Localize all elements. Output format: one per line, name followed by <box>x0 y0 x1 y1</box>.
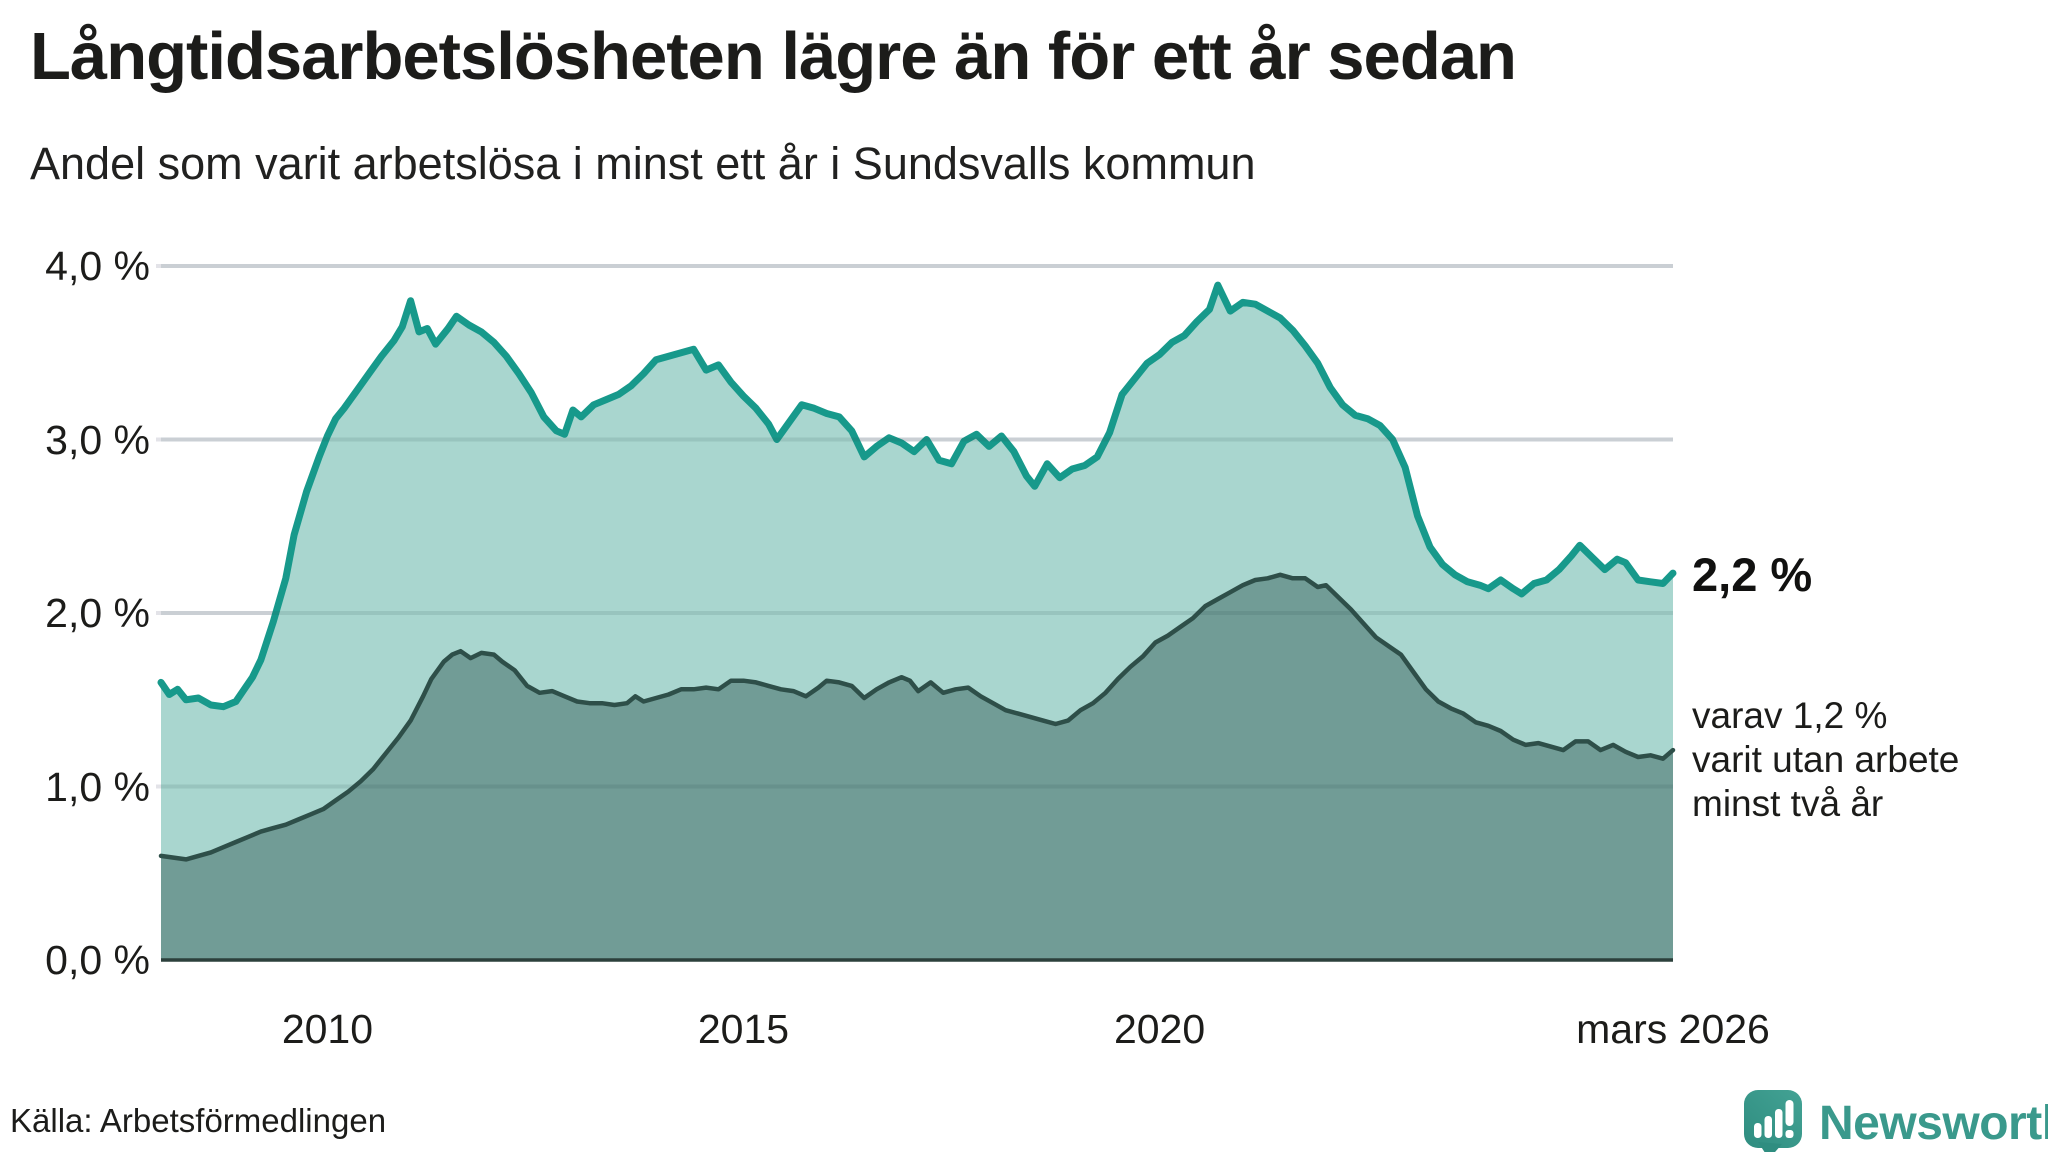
y-axis-tick-label: 2,0 % <box>45 590 150 636</box>
brand-logo: Newsworthy <box>1743 1088 2048 1152</box>
x-axis-tick-label: mars 2026 <box>1576 1006 1770 1052</box>
series-note: varav 1,2 % varit utan arbete minst två … <box>1692 694 1959 826</box>
x-axis-tick-label: 2020 <box>1113 1006 1206 1052</box>
logo-bubble-tail <box>1758 1142 1782 1152</box>
logo-bar-2 <box>1764 1116 1772 1138</box>
newsworthy-logo-icon <box>1744 1090 1802 1152</box>
logo-bar-1 <box>1754 1123 1762 1138</box>
chart-subtitle: Andel som varit arbetslösa i minst ett å… <box>30 138 1256 189</box>
y-axis-tick-label: 4,0 % <box>45 243 150 289</box>
two-years-area <box>161 574 1673 960</box>
series-note-line-1: varav 1,2 % <box>1692 695 1888 736</box>
brand-name: Newsworthy <box>1819 1097 2048 1150</box>
logo-exclamation-bar <box>1785 1100 1794 1126</box>
series-note-line-3: minst två år <box>1692 783 1884 824</box>
y-axis-tick-label: 0,0 % <box>45 937 150 983</box>
two-years-line <box>158 572 1676 862</box>
x-axis-tick-label: 2015 <box>697 1006 790 1052</box>
page-title: Långtidsarbetslösheten lägre än för ett … <box>30 19 1517 94</box>
latest-value-label: 2,2 % <box>1692 548 1813 601</box>
y-axis-tick-label: 3,0 % <box>45 416 150 463</box>
total-line <box>157 281 1677 711</box>
series-note-line-2: varit utan arbete <box>1692 739 1960 780</box>
x-axis-tick-label: 2010 <box>281 1006 374 1052</box>
source-label: Källa: Arbetsförmedlingen <box>10 1102 387 1139</box>
logo-bar-3 <box>1775 1109 1783 1138</box>
logo-exclamation-dot <box>1785 1130 1794 1138</box>
y-axis-tick-label: 1,0 % <box>45 763 150 810</box>
